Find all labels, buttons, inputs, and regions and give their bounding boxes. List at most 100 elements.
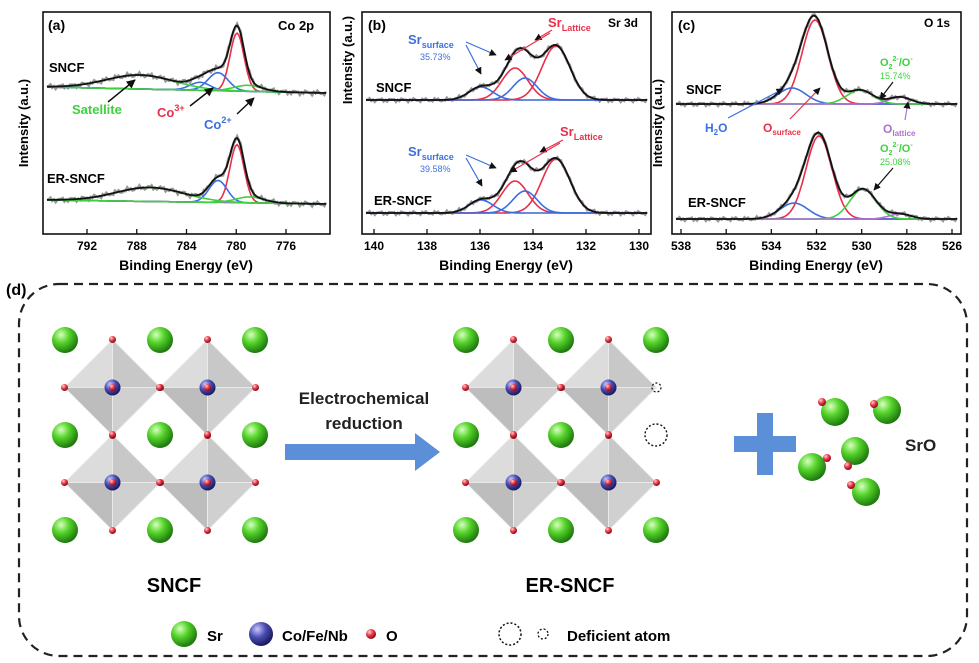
panel-a-arrow-satellite <box>107 79 136 103</box>
tick-label: 536 <box>716 239 736 253</box>
panel-a-ticks: 792 788 784 780 776 <box>77 229 296 253</box>
deficient-sr-site <box>644 423 668 447</box>
tick-label: 136 <box>470 239 490 253</box>
o-atom <box>204 384 211 391</box>
panel-c-ylabel: Intensity (a.u.) <box>650 79 665 167</box>
panel-c-letter: (c) <box>678 17 695 33</box>
o-atom <box>557 384 564 391</box>
o-atom <box>204 527 211 534</box>
panel-c-arrow-osurface <box>789 87 821 120</box>
sr-atom <box>147 327 173 353</box>
panel-b-label-sr-lattice-top: SrLattice <box>548 15 591 33</box>
arrow-text-line1: Electrochemical <box>299 389 429 408</box>
legend-deficient-small-icon <box>537 628 549 640</box>
structure-er-sncf <box>453 327 669 543</box>
octahedron-face <box>608 433 658 483</box>
envelope-fit-curve <box>366 156 647 214</box>
sro-sr-atom <box>852 478 880 506</box>
panel-a-sample-top: SNCF <box>49 60 84 75</box>
sr-atom <box>548 517 574 543</box>
structure-sncf <box>52 327 268 543</box>
o-atom <box>557 479 564 486</box>
panel-b-arrow-top-2 <box>465 44 482 75</box>
sro-o-atom <box>847 481 855 489</box>
legend-co-icon <box>249 622 273 646</box>
envelope-fit-curve <box>676 14 957 105</box>
plus-sign <box>734 413 796 475</box>
panel-b-ylabel: Intensity (a.u.) <box>340 16 355 104</box>
tick-label: 538 <box>671 239 691 253</box>
panel-b-title: Sr 3d <box>608 16 638 30</box>
sr-atom <box>548 327 574 353</box>
sro-molecules <box>798 396 901 506</box>
panel-b-xlabel: Binding Energy (eV) <box>439 257 573 273</box>
o-atom <box>252 479 259 486</box>
panel-a-label-satellite: Satellite <box>72 102 122 117</box>
sr-atom <box>242 327 268 353</box>
o-atom <box>605 336 612 343</box>
sr-atom <box>453 327 479 353</box>
tick-label: 526 <box>942 239 962 253</box>
panel-b-pct-top: 35.73% <box>420 52 451 62</box>
panel-a-ylabel: Intensity (a.u.) <box>16 79 31 167</box>
panel-d-letter: (d) <box>6 282 26 299</box>
octahedron-face <box>608 482 658 532</box>
legend-deficient-label: Deficient atom <box>567 628 670 645</box>
panel-c-xlabel: Binding Energy (eV) <box>749 257 883 273</box>
sro-sr-atom <box>798 453 826 481</box>
envelope-fit-curve <box>47 136 326 205</box>
panel-a-letter: (a) <box>48 17 65 33</box>
panel-d-dashed-frame <box>17 282 969 658</box>
o-atom <box>204 336 211 343</box>
deficient-o-site <box>651 382 662 393</box>
envelope-fit-curve <box>47 24 326 94</box>
panel-c-label-h2o: H2O <box>705 121 727 137</box>
octahedron-face <box>207 482 257 532</box>
tick-label: 780 <box>226 239 246 253</box>
panel-c-frame <box>671 11 962 235</box>
tick-label: 784 <box>176 239 196 253</box>
o-atom <box>109 479 116 486</box>
panel-c-label-olattice: Olattice <box>883 122 916 138</box>
panel-c-arrow-olattice <box>903 101 911 121</box>
panel-a-sample-bottom: ER-SNCF <box>47 171 105 186</box>
panel-c-title: O 1s <box>924 16 950 30</box>
sr-atom <box>453 517 479 543</box>
panel-b-arrow-top-4 <box>504 32 551 61</box>
tick-label: 528 <box>897 239 917 253</box>
panel-c-pct-bottom: 25.08% <box>880 157 911 167</box>
tick-label: 138 <box>417 239 437 253</box>
sr-atom <box>242 517 268 543</box>
panel-c-label-o2-bottom: O22-/O- <box>880 142 913 157</box>
panel-c-sample-bottom: ER-SNCF <box>688 195 746 210</box>
panel-c-arrow-o2-bottom <box>873 167 894 191</box>
sr-atom <box>242 422 268 448</box>
envelope-fit-curve <box>676 131 957 220</box>
o-atom <box>109 336 116 343</box>
sro-sr-atom <box>873 396 901 424</box>
panel-a-arrow-co3 <box>189 87 214 107</box>
o-atom <box>605 431 612 438</box>
tick-label: 130 <box>629 239 649 253</box>
legend-co-label: Co/Fe/Nb <box>282 628 348 645</box>
sr-atom <box>147 517 173 543</box>
panel-c-ticks: 538 536 534 532 530 528 526 <box>671 229 962 253</box>
legend-deficient-large-icon <box>498 622 522 646</box>
o-atom <box>462 479 469 486</box>
panel-a-label-co2: Co2+ <box>204 115 232 132</box>
octahedron-face <box>112 387 162 437</box>
arrow-text-line2: reduction <box>325 414 402 433</box>
legend: Sr Co/Fe/Nb O Deficient atom <box>171 621 670 647</box>
panel-c: (c) O 1s Intensity (a.u.) Binding Energy… <box>650 11 962 273</box>
tick-label: 134 <box>523 239 543 253</box>
o-atom <box>61 479 68 486</box>
panel-c-label-o2-top: O22-/O- <box>880 56 913 71</box>
o-atom <box>156 384 163 391</box>
tick-label: 132 <box>576 239 596 253</box>
panel-c-label-osurface: Osurface <box>763 121 801 137</box>
envelope-fit-curve <box>366 43 647 101</box>
legend-o-label: O <box>386 628 398 645</box>
octahedron-face <box>608 387 658 437</box>
o-atom <box>109 384 116 391</box>
